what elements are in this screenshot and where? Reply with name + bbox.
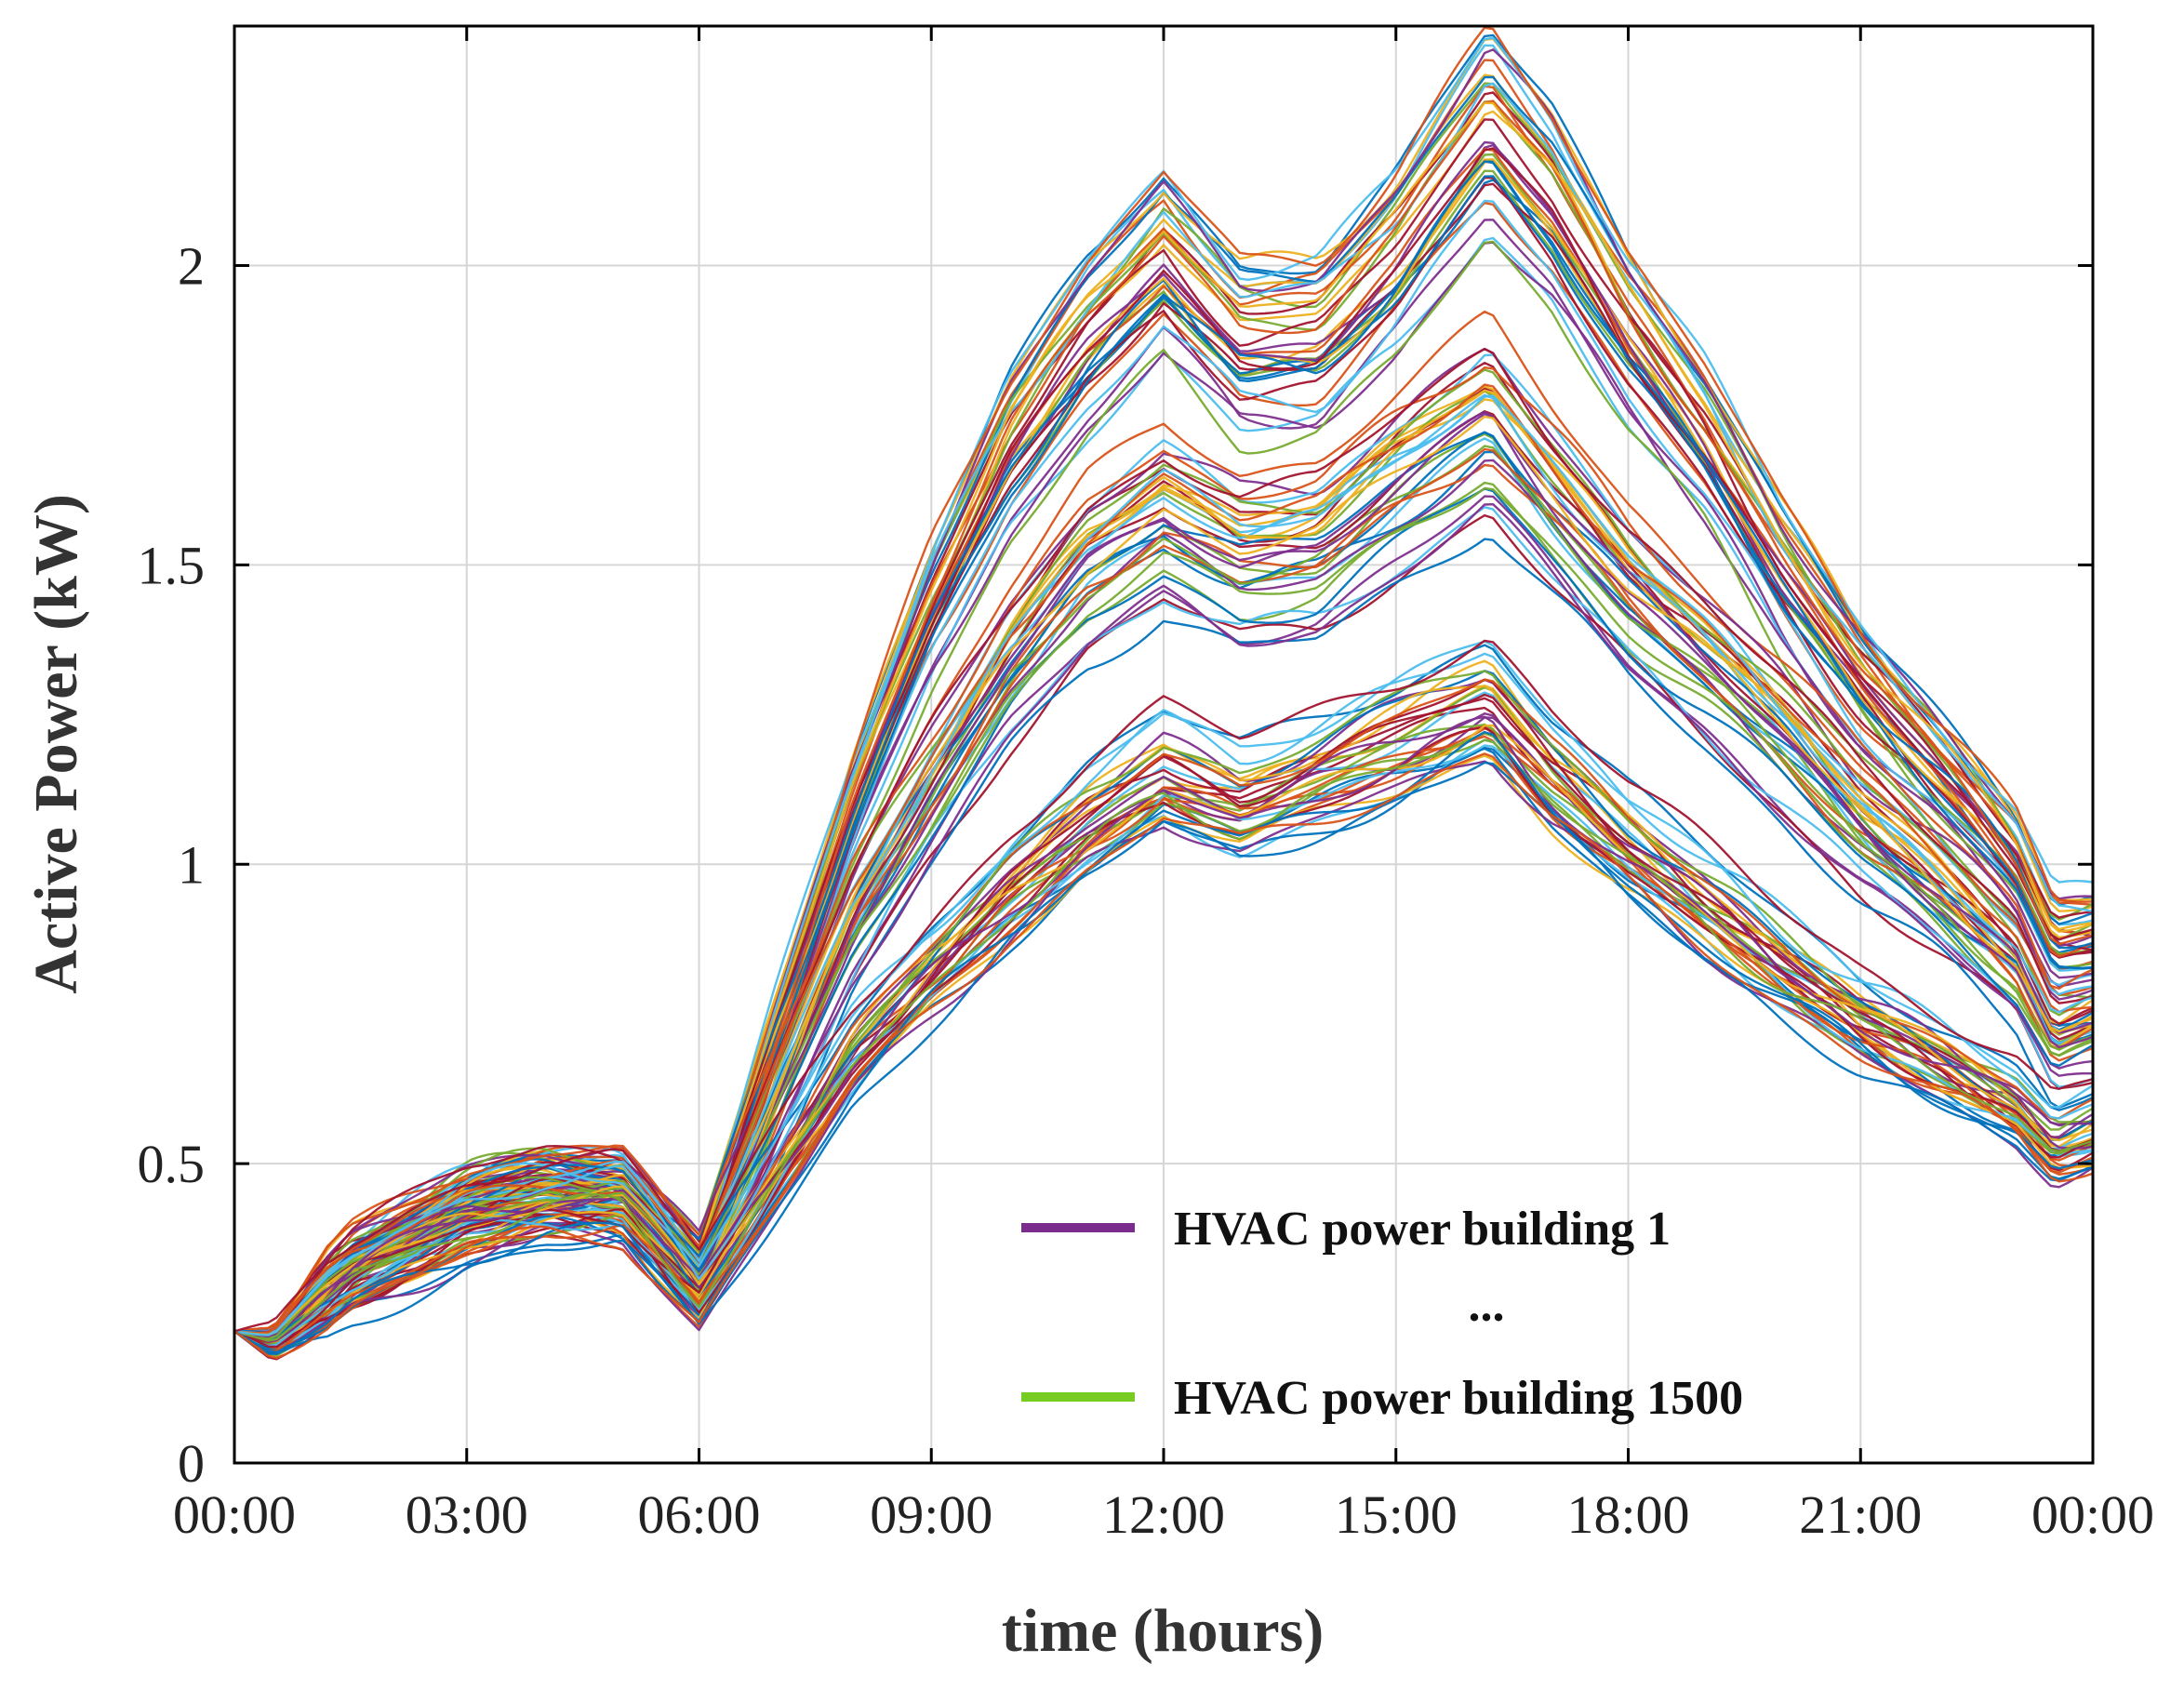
series-line xyxy=(233,730,2094,1354)
series-line xyxy=(233,732,2094,1342)
series-line xyxy=(233,678,2094,1347)
legend-label-building-1500: HVAC power building 1500 xyxy=(1174,1372,1743,1425)
series-lines xyxy=(233,26,2094,1361)
x-tick-label: 06:00 xyxy=(637,1484,760,1545)
legend-ellipsis: ... xyxy=(1469,1279,1505,1332)
series-line xyxy=(233,752,2094,1360)
y-tick-label: 1 xyxy=(178,834,205,895)
series-line xyxy=(233,389,2094,1336)
x-tick-label: 15:00 xyxy=(1335,1484,1458,1545)
series-line xyxy=(233,366,2094,1334)
y-axis-title: Active Power (kW) xyxy=(22,494,90,994)
series-line xyxy=(233,100,2094,1347)
legend-label-building-1: HVAC power building 1 xyxy=(1174,1203,1671,1256)
x-tick-label: 00:00 xyxy=(173,1484,296,1545)
x-axis-title: time (hours) xyxy=(1002,1597,1324,1665)
x-tick-label: 00:00 xyxy=(2031,1484,2154,1545)
series-line xyxy=(233,393,2094,1345)
y-tick-label: 0.5 xyxy=(138,1134,206,1194)
series-line xyxy=(233,761,2094,1355)
series-line xyxy=(233,82,2094,1334)
y-tick-label: 2 xyxy=(178,236,205,297)
x-tick-label: 21:00 xyxy=(1799,1484,1922,1545)
series-line xyxy=(233,538,2094,1355)
series-line xyxy=(233,678,2094,1345)
series-line xyxy=(233,101,2094,1345)
series-line xyxy=(233,670,2094,1340)
x-tick-label: 09:00 xyxy=(870,1484,992,1545)
series-line xyxy=(233,415,2094,1342)
series-line xyxy=(233,746,2094,1346)
series-line xyxy=(233,639,2094,1333)
series-line xyxy=(233,160,2094,1335)
series-line xyxy=(233,652,2094,1337)
series-line xyxy=(233,640,2094,1336)
series-line xyxy=(233,368,2094,1335)
series-line xyxy=(233,412,2094,1342)
series-line xyxy=(233,310,2094,1333)
legend: HVAC power building 1 ... HVAC power bui… xyxy=(1021,1203,1743,1425)
series-line xyxy=(234,82,2094,1335)
axis-ticks: 00:00 03:00 06:00 09:00 12:00 15:00 18:00 21:00… xyxy=(138,26,2154,1545)
series-line xyxy=(233,390,2094,1344)
x-tick-label: 03:00 xyxy=(406,1484,528,1545)
x-tick-label: 18:00 xyxy=(1566,1484,1689,1545)
y-tick-label: 1.5 xyxy=(138,535,206,595)
series-line xyxy=(234,348,2094,1335)
series-line xyxy=(233,744,2094,1348)
x-tick-label: 12:00 xyxy=(1102,1484,1225,1545)
y-tick-label: 0 xyxy=(178,1433,205,1494)
series-line xyxy=(233,678,2094,1335)
series-line xyxy=(233,715,2094,1343)
series-line xyxy=(233,732,2094,1352)
